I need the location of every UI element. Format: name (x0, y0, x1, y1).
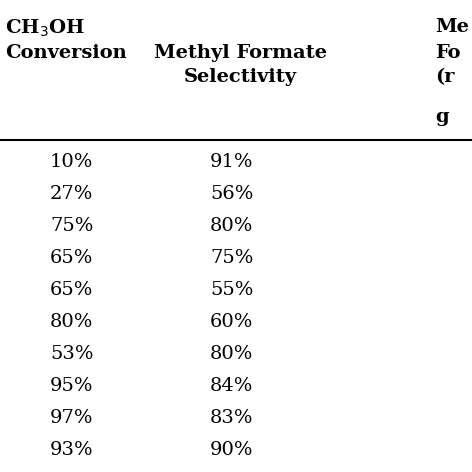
Text: 93%: 93% (50, 441, 93, 459)
Text: Methyl Formate: Methyl Formate (153, 44, 327, 62)
Text: 65%: 65% (50, 281, 93, 299)
Text: 53%: 53% (50, 345, 93, 363)
Text: 10%: 10% (50, 153, 93, 171)
Text: 55%: 55% (210, 281, 253, 299)
Text: Conversion: Conversion (5, 44, 127, 62)
Text: Me: Me (435, 18, 469, 36)
Text: (r: (r (435, 68, 455, 86)
Text: g: g (435, 108, 448, 126)
Text: 97%: 97% (50, 409, 93, 427)
Text: 95%: 95% (50, 377, 93, 395)
Text: 75%: 75% (50, 217, 93, 235)
Text: 90%: 90% (210, 441, 253, 459)
Text: 56%: 56% (210, 185, 253, 203)
Text: 27%: 27% (50, 185, 93, 203)
Text: 60%: 60% (210, 313, 253, 331)
Text: 91%: 91% (210, 153, 253, 171)
Text: 83%: 83% (210, 409, 253, 427)
Text: 75%: 75% (210, 249, 253, 267)
Text: 80%: 80% (210, 345, 253, 363)
Text: CH$_3$OH: CH$_3$OH (5, 18, 85, 39)
Text: Selectivity: Selectivity (184, 68, 296, 86)
Text: 65%: 65% (50, 249, 93, 267)
Text: 80%: 80% (210, 217, 253, 235)
Text: 80%: 80% (50, 313, 93, 331)
Text: 84%: 84% (210, 377, 253, 395)
Text: Fo: Fo (435, 44, 461, 62)
